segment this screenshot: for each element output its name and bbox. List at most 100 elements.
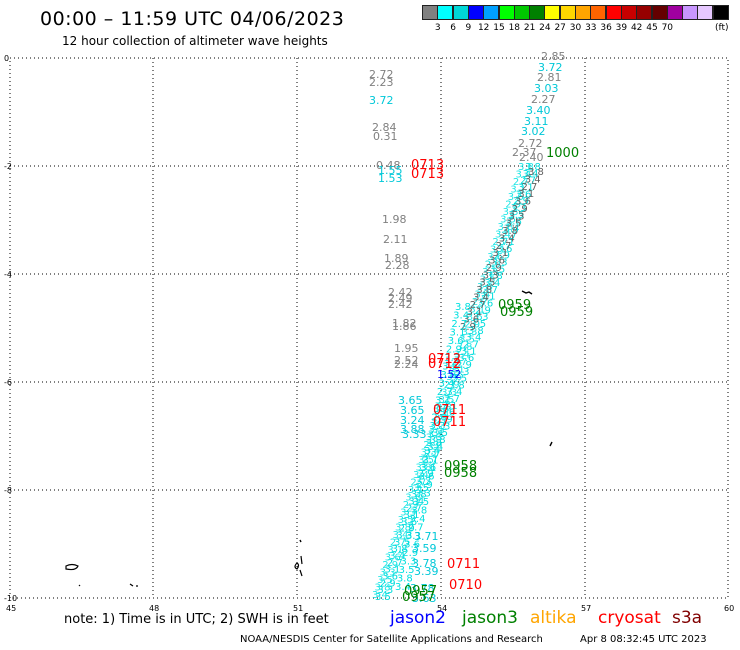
swath-reading-cyan: 3.8 (506, 217, 522, 228)
swath-reading-gray: 3.1 (466, 307, 482, 318)
swath-reading-cyan: 2.9 (423, 440, 439, 451)
swath-reading-cyan: 2.9 (505, 200, 521, 211)
swath-reading-cyan: 3.3 (400, 557, 416, 568)
cyan-reading: 3.02 (521, 125, 546, 138)
swath-reading-cyan: 3.4 (495, 230, 511, 241)
swath-reading-cyan: 3.6 (404, 540, 420, 551)
gray-reading: 2.42 (388, 286, 413, 299)
cyan-reading: 3.33 (402, 428, 427, 441)
swath-reading-gray: 3.8 (528, 167, 544, 178)
gray-reading: 2.37 (512, 146, 537, 159)
gray-reading: 2.24 (394, 358, 419, 371)
swath-reading-cyan: 3.4 (410, 514, 426, 525)
swath-reading-cyan: 3.6 (405, 492, 421, 503)
swath-reading-cyan: 3.1 (442, 401, 458, 412)
swath-reading-cyan: 3.6 (419, 472, 435, 483)
time-label-cryosat: 0711 (433, 403, 466, 418)
map-subtitle: 12 hour collection of altimeter wave hei… (62, 34, 328, 48)
x-tick-label: 60 (724, 604, 734, 613)
swath-reading-cyan: 2.7 (482, 285, 498, 296)
timestamp: Apr 8 08:32:45 UTC 2023 (580, 634, 707, 645)
swath-reading-cyan: 2.9 (399, 524, 415, 535)
swath-reading-cyan: 3.6 (458, 353, 474, 364)
swath-reading-gray: 2.7 (496, 241, 512, 252)
swath-reading-cyan: 2.7 (406, 503, 422, 514)
y-tick-label: -2 (4, 162, 12, 171)
gray-reading: 2.28 (385, 259, 410, 272)
satellite-name: jason2 (390, 608, 446, 628)
swath-reading-cyan: 3.3 (462, 327, 478, 338)
swath-reading-cyan: 2.9 (431, 412, 447, 423)
swath-reading-cyan: 2.7 (390, 537, 406, 548)
swath-reading-cyan: 3.5 (413, 497, 429, 508)
swath-reading-cyan: 3.5 (398, 515, 414, 526)
swath-reading-gray: 3.1 (492, 248, 508, 259)
gray-reading: 1.82 (392, 317, 417, 330)
cyan-reading: 1.53 (378, 172, 403, 185)
x-tick-label: 57 (581, 604, 591, 613)
legend-label: 6 (450, 23, 456, 33)
time-label-cryosat: 0713 (411, 158, 444, 173)
swath-reading-cyan: 3.4 (439, 378, 455, 389)
swath-reading-cyan: 3.4 (515, 170, 531, 181)
island-shape (294, 562, 300, 570)
swath-reading-cyan: 3.8 (477, 282, 493, 293)
time-label-jason3: 0958 (444, 466, 477, 481)
legend-label: 18 (508, 23, 521, 33)
swath-reading-cyan: 3.4 (427, 442, 443, 453)
cyan-reading: 3.65 (400, 404, 425, 417)
map-frame (9, 57, 729, 599)
satellite-name: cryosat (598, 608, 661, 628)
swath-reading-cyan: 2.7 (513, 177, 529, 188)
swath-reading-cyan: 3.3 (503, 207, 519, 218)
swath-reading-gray: 2.9 (460, 322, 476, 333)
swath-reading-cyan: 3.6 (439, 408, 455, 419)
swath-reading-cyan: 3.4 (454, 350, 470, 361)
legend-label: 21 (523, 23, 536, 33)
swath-reading-cyan: 3.5 (418, 455, 434, 466)
legend-label: 39 (615, 23, 628, 33)
island-shape (521, 290, 533, 295)
swath-reading-cyan: 3.1 (428, 425, 444, 436)
swath-reading-cyan: 3.3 (511, 203, 527, 214)
swath-reading-gray: 2.7 (522, 182, 538, 193)
gray-reading: 1.86 (392, 320, 417, 333)
cyan-reading: 3.24 (400, 414, 425, 427)
swath-reading-cyan: 3.4 (372, 590, 388, 601)
swath-reading-cyan: 3.8 (411, 506, 427, 517)
cyan-reading: 3.65 (398, 394, 423, 407)
swath-reading-cyan: 2.9 (456, 360, 472, 371)
cyan-reading: 3.88 (400, 423, 425, 436)
swath-reading-cyan: 3.5 (451, 374, 467, 385)
cyan-reading: 3.11 (524, 115, 549, 128)
cyan-reading: 3.63 (412, 592, 437, 605)
swath-reading-gray: 3.5 (505, 219, 521, 230)
island-shape (129, 583, 138, 587)
swath-reading-cyan: 2.9 (485, 260, 501, 271)
swath-reading-cyan: 3.1 (480, 292, 496, 303)
swath-reading-cyan: 3.6 (426, 432, 442, 443)
time-label-jason3: 0957 (404, 584, 437, 599)
swath-reading-cyan: 2.7 (431, 417, 447, 428)
swath-reading-cyan: 3.5 (470, 319, 486, 330)
swath-reading-cyan: 3.8 (487, 271, 503, 282)
swath-reading-cyan: 3.8 (436, 402, 452, 413)
legend-label: 24 (539, 23, 551, 33)
swath-reading-cyan: 2.7 (463, 339, 479, 350)
swath-reading-cyan: 3.1 (469, 305, 485, 316)
swath-reading-cyan: 3.4 (392, 530, 408, 541)
swath-reading-cyan: 3.8 (430, 435, 446, 446)
swath-reading-cyan: 3.8 (395, 522, 411, 533)
swath-reading-cyan: 3.8 (498, 222, 514, 233)
swath-reading-cyan: 3.5 (375, 592, 391, 603)
swath-reading-cyan: 2.7 (472, 297, 488, 308)
swath-reading-cyan: 2.9 (403, 500, 419, 511)
y-tick-label: -6 (4, 378, 12, 387)
swath-reading-cyan: 3.3 (473, 312, 489, 323)
swath-reading-gray: 3.1 (518, 189, 534, 200)
swath-reading-cyan: 3.5 (428, 429, 444, 440)
gray-reading: 2.40 (519, 151, 544, 164)
swath-reading-cyan: 2.9 (402, 548, 418, 559)
swath-reading-cyan: 2.9 (494, 251, 510, 262)
